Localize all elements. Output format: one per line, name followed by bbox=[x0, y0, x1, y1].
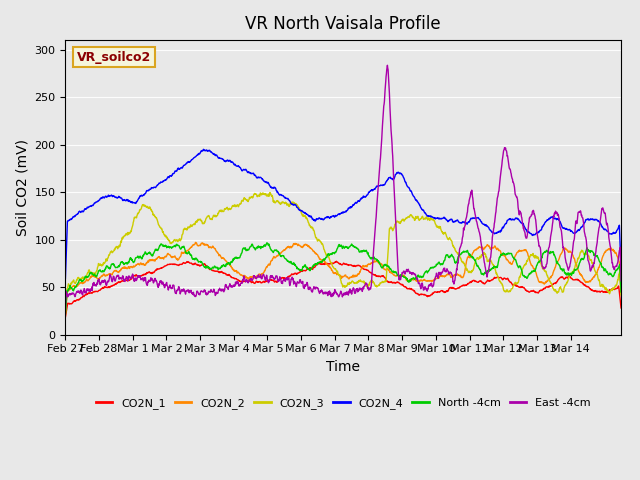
East -4cm bbox=[220, 289, 228, 295]
North -4cm bbox=[272, 248, 280, 253]
North -4cm bbox=[61, 311, 69, 316]
Line: North -4cm: North -4cm bbox=[65, 243, 621, 313]
North -4cm bbox=[434, 260, 442, 266]
North -4cm bbox=[262, 243, 269, 249]
CO2N_3 bbox=[434, 224, 442, 229]
Line: CO2N_2: CO2N_2 bbox=[65, 242, 621, 313]
CO2N_3 bbox=[266, 190, 274, 195]
East -4cm bbox=[316, 289, 323, 295]
Y-axis label: Soil CO2 (mV): Soil CO2 (mV) bbox=[15, 139, 29, 236]
CO2N_4 bbox=[617, 268, 625, 274]
Line: East -4cm: East -4cm bbox=[65, 65, 621, 309]
North -4cm bbox=[220, 263, 228, 268]
CO2N_3 bbox=[262, 191, 269, 197]
East -4cm bbox=[617, 278, 625, 284]
CO2N_4 bbox=[200, 146, 207, 152]
CO2N_1 bbox=[272, 278, 280, 284]
East -4cm bbox=[262, 277, 269, 283]
CO2N_4 bbox=[272, 186, 280, 192]
North -4cm bbox=[109, 262, 117, 268]
CO2N_1 bbox=[109, 282, 117, 288]
Text: VR_soilco2: VR_soilco2 bbox=[77, 51, 151, 64]
CO2N_2 bbox=[61, 310, 69, 316]
CO2N_4 bbox=[316, 215, 323, 221]
Line: CO2N_4: CO2N_4 bbox=[65, 149, 621, 278]
CO2N_3 bbox=[61, 312, 69, 317]
East -4cm bbox=[109, 273, 117, 279]
CO2N_2 bbox=[272, 254, 280, 260]
CO2N_2 bbox=[192, 240, 200, 245]
North -4cm bbox=[316, 259, 323, 265]
CO2N_2 bbox=[316, 256, 323, 262]
CO2N_1 bbox=[262, 278, 269, 284]
CO2N_4 bbox=[220, 158, 228, 164]
CO2N_1 bbox=[333, 258, 340, 264]
CO2N_1 bbox=[617, 305, 625, 311]
CO2N_3 bbox=[109, 248, 117, 254]
North -4cm bbox=[263, 240, 271, 246]
East -4cm bbox=[434, 276, 442, 281]
East -4cm bbox=[272, 275, 280, 281]
Line: CO2N_1: CO2N_1 bbox=[65, 261, 621, 317]
CO2N_4 bbox=[61, 276, 69, 281]
CO2N_2 bbox=[109, 269, 117, 275]
North -4cm bbox=[617, 289, 625, 295]
CO2N_1 bbox=[61, 314, 69, 320]
CO2N_4 bbox=[109, 193, 117, 199]
CO2N_2 bbox=[434, 275, 442, 281]
CO2N_4 bbox=[262, 179, 270, 185]
East -4cm bbox=[383, 62, 391, 68]
X-axis label: Time: Time bbox=[326, 360, 360, 374]
CO2N_3 bbox=[220, 208, 228, 214]
CO2N_2 bbox=[262, 265, 270, 271]
CO2N_3 bbox=[316, 238, 323, 243]
CO2N_1 bbox=[316, 260, 323, 266]
CO2N_1 bbox=[434, 289, 442, 295]
East -4cm bbox=[61, 306, 69, 312]
CO2N_2 bbox=[220, 256, 228, 262]
CO2N_2 bbox=[617, 292, 625, 298]
Line: CO2N_3: CO2N_3 bbox=[65, 192, 621, 314]
CO2N_1 bbox=[220, 270, 228, 276]
Legend: CO2N_1, CO2N_2, CO2N_3, CO2N_4, North -4cm, East -4cm: CO2N_1, CO2N_2, CO2N_3, CO2N_4, North -4… bbox=[92, 393, 595, 413]
CO2N_3 bbox=[272, 199, 280, 205]
Title: VR North Vaisala Profile: VR North Vaisala Profile bbox=[245, 15, 441, 33]
CO2N_4 bbox=[434, 215, 442, 221]
CO2N_3 bbox=[617, 292, 625, 298]
